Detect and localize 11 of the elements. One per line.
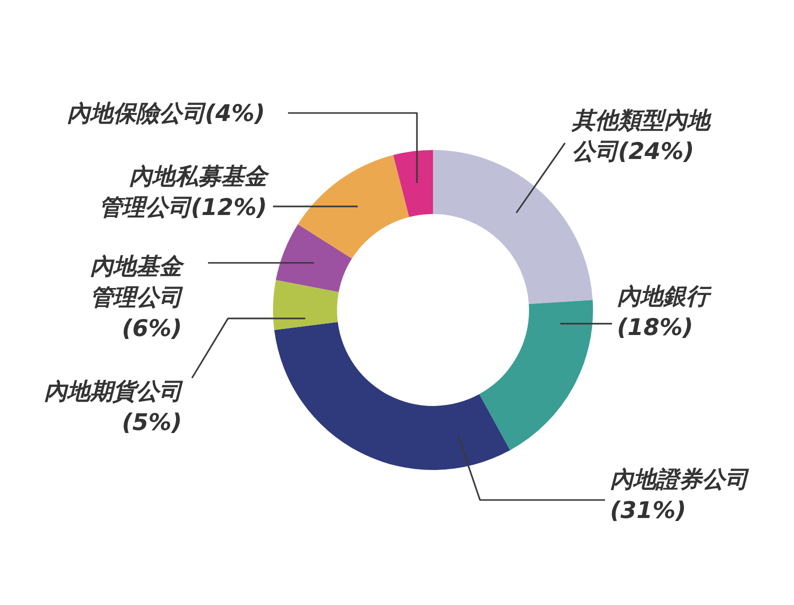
slice-label: 其他類型內地公司(24%) (571, 108, 712, 165)
slice-label: 內地基金管理公司 (90, 254, 185, 311)
data-label: (31%) (610, 498, 686, 524)
slice-label: 內地期貨公司 (44, 378, 184, 405)
slice-label: 內地證券公司 (610, 466, 750, 493)
data-label: (5%) (122, 410, 182, 436)
slice-label: 內地銀行 (617, 284, 712, 310)
data-label: (6%) (122, 316, 182, 342)
slice-label: 內地私募基金管理公司(12%) (98, 164, 270, 221)
slice-label: 內地保險公司(4%) (66, 100, 265, 127)
data-label: (18%) (617, 314, 694, 341)
